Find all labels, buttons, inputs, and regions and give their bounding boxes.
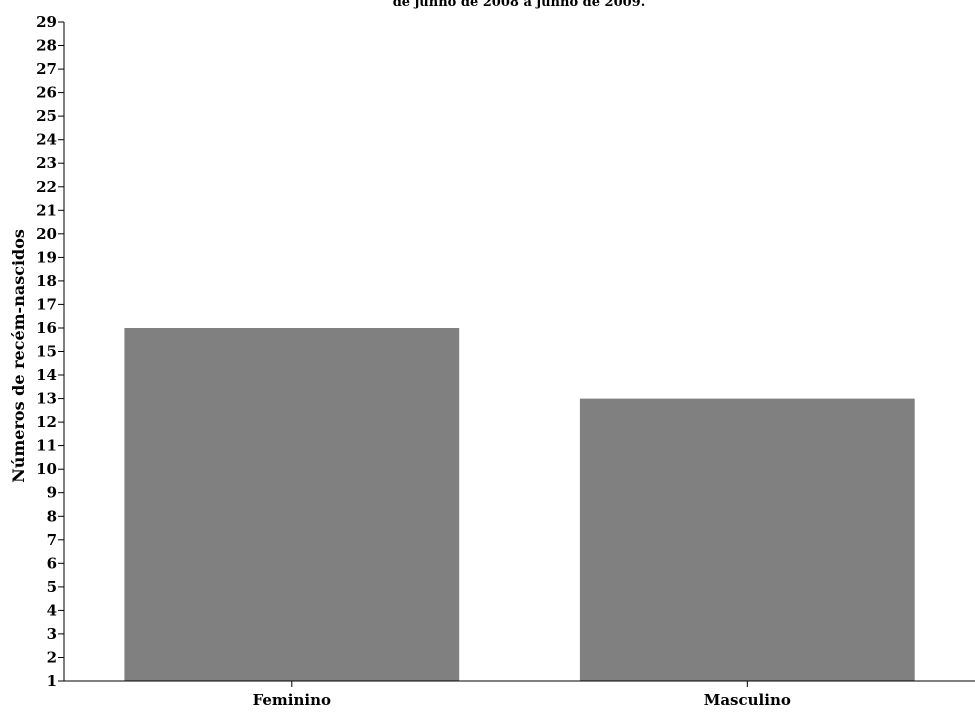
y-tick-label: 15 — [36, 343, 57, 361]
y-tick-label: 8 — [47, 507, 57, 525]
y-tick-label: 20 — [36, 225, 57, 243]
y-tick-label: 25 — [36, 107, 57, 125]
y-tick-label: 4 — [47, 601, 57, 619]
y-tick-label: 11 — [36, 437, 57, 455]
y-tick-label: 17 — [36, 295, 57, 313]
y-tick-label: 3 — [47, 625, 57, 643]
y-tick-label: 9 — [47, 484, 57, 502]
y-tick-label: 10 — [36, 460, 57, 478]
y-tick-label: 19 — [36, 248, 57, 266]
y-tick-label: 22 — [36, 178, 57, 196]
y-tick-label: 5 — [47, 578, 57, 596]
y-tick-label: 28 — [36, 37, 57, 55]
bar-feminino — [124, 328, 460, 681]
y-tick-label: 7 — [47, 531, 57, 549]
y-ticks-layer: 1234567891011121314151617181920212223242… — [36, 13, 64, 690]
y-tick-label: 14 — [36, 366, 57, 384]
x-labels-layer: Feminino Masculino — [253, 681, 791, 709]
bars-layer — [124, 328, 915, 681]
chart-title: de junho de 2008 a junho de 2009. — [393, 0, 646, 10]
y-tick-label: 29 — [36, 13, 57, 31]
y-axis-label: Números de recém-nascidos — [9, 229, 28, 483]
y-tick-label: 12 — [36, 413, 57, 431]
y-tick-label: 6 — [47, 554, 57, 572]
y-tick-label: 24 — [36, 131, 57, 149]
y-tick-label: 26 — [36, 84, 57, 102]
y-tick-label: 27 — [36, 60, 57, 78]
y-tick-label: 16 — [36, 319, 57, 337]
x-tick-label-masculino: Masculino — [704, 691, 791, 709]
y-tick-label: 1 — [47, 672, 57, 690]
y-tick-label: 21 — [36, 201, 57, 219]
y-tick-label: 2 — [47, 649, 57, 667]
y-tick-label: 23 — [36, 154, 57, 172]
x-tick-label-feminino: Feminino — [253, 691, 331, 709]
y-tick-label: 18 — [36, 272, 57, 290]
y-tick-label: 13 — [36, 390, 57, 408]
bar-masculino — [579, 398, 915, 681]
